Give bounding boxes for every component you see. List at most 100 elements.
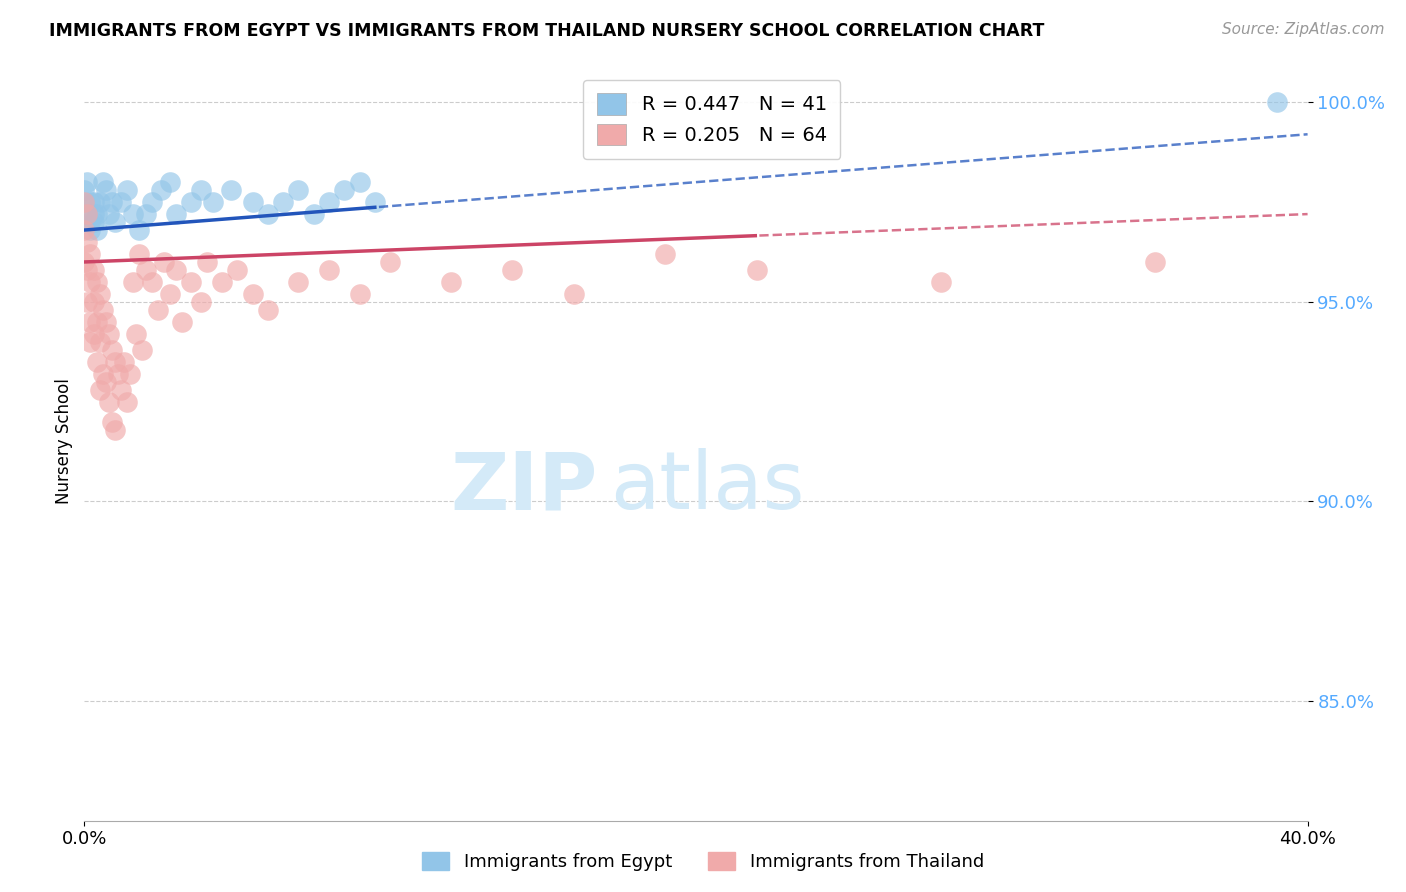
Point bbox=[83, 263, 105, 277]
Point bbox=[76, 235, 98, 249]
Point bbox=[201, 195, 224, 210]
Point bbox=[91, 302, 114, 317]
Point bbox=[302, 207, 325, 221]
Point bbox=[86, 355, 108, 369]
Point bbox=[287, 275, 309, 289]
Point bbox=[86, 207, 108, 221]
Y-axis label: Nursery School: Nursery School bbox=[55, 378, 73, 505]
Point bbox=[79, 334, 101, 349]
Point bbox=[76, 294, 98, 309]
Point bbox=[110, 383, 132, 397]
Point bbox=[73, 183, 96, 197]
Point bbox=[333, 183, 356, 197]
Point bbox=[242, 195, 264, 210]
Point bbox=[141, 275, 163, 289]
Point bbox=[149, 183, 172, 197]
Point bbox=[349, 175, 371, 189]
Point bbox=[73, 195, 96, 210]
Point bbox=[73, 255, 96, 269]
Point bbox=[89, 334, 111, 349]
Point bbox=[122, 275, 145, 289]
Point bbox=[349, 286, 371, 301]
Point bbox=[502, 263, 524, 277]
Point bbox=[89, 195, 111, 210]
Point bbox=[165, 263, 187, 277]
Point bbox=[112, 355, 135, 369]
Point bbox=[101, 415, 124, 429]
Point bbox=[86, 223, 108, 237]
Point bbox=[83, 294, 105, 309]
Point bbox=[195, 255, 218, 269]
Point bbox=[318, 195, 340, 210]
Point bbox=[190, 294, 212, 309]
Point bbox=[83, 326, 105, 341]
Point bbox=[79, 223, 101, 237]
Point bbox=[287, 183, 309, 197]
Point bbox=[318, 263, 340, 277]
Point bbox=[271, 195, 294, 210]
Point bbox=[165, 207, 187, 221]
Point bbox=[110, 195, 132, 210]
Point bbox=[440, 275, 463, 289]
Point bbox=[180, 195, 202, 210]
Point bbox=[122, 207, 145, 221]
Text: atlas: atlas bbox=[610, 448, 804, 526]
Point bbox=[135, 263, 157, 277]
Point bbox=[141, 195, 163, 210]
Point bbox=[91, 367, 114, 381]
Point bbox=[172, 315, 194, 329]
Point bbox=[211, 275, 233, 289]
Point bbox=[97, 207, 120, 221]
Point bbox=[94, 183, 117, 197]
Point bbox=[97, 326, 120, 341]
Point bbox=[747, 263, 769, 277]
Point bbox=[101, 343, 124, 357]
Point bbox=[76, 175, 98, 189]
Point bbox=[79, 275, 101, 289]
Point bbox=[79, 195, 101, 210]
Point bbox=[104, 423, 127, 437]
Point bbox=[101, 195, 124, 210]
Point bbox=[242, 286, 264, 301]
Point bbox=[364, 195, 387, 210]
Point bbox=[159, 175, 181, 189]
Legend: R = 0.447   N = 41, R = 0.205   N = 64: R = 0.447 N = 41, R = 0.205 N = 64 bbox=[583, 79, 841, 159]
Point bbox=[128, 247, 150, 261]
Point bbox=[107, 367, 129, 381]
Point bbox=[83, 207, 105, 221]
Point bbox=[257, 302, 280, 317]
Point bbox=[79, 247, 101, 261]
Point bbox=[83, 195, 105, 210]
Point bbox=[94, 375, 117, 389]
Point bbox=[104, 215, 127, 229]
Text: IMMIGRANTS FROM EGYPT VS IMMIGRANTS FROM THAILAND NURSERY SCHOOL CORRELATION CHA: IMMIGRANTS FROM EGYPT VS IMMIGRANTS FROM… bbox=[49, 22, 1045, 40]
Point bbox=[128, 223, 150, 237]
Point bbox=[146, 302, 169, 317]
Point bbox=[104, 355, 127, 369]
Point bbox=[76, 207, 98, 221]
Point bbox=[190, 183, 212, 197]
Point bbox=[89, 383, 111, 397]
Point bbox=[153, 255, 176, 269]
Point bbox=[380, 255, 402, 269]
Point bbox=[76, 207, 98, 221]
Point bbox=[1265, 95, 1288, 110]
Point bbox=[73, 195, 96, 210]
Point bbox=[83, 215, 105, 229]
Legend: Immigrants from Egypt, Immigrants from Thailand: Immigrants from Egypt, Immigrants from T… bbox=[415, 845, 991, 879]
Text: Source: ZipAtlas.com: Source: ZipAtlas.com bbox=[1222, 22, 1385, 37]
Point bbox=[97, 394, 120, 409]
Point bbox=[159, 286, 181, 301]
Point bbox=[86, 275, 108, 289]
Point bbox=[94, 315, 117, 329]
Point bbox=[89, 286, 111, 301]
Point bbox=[562, 286, 585, 301]
Point bbox=[180, 275, 202, 289]
Point bbox=[1143, 255, 1166, 269]
Point bbox=[219, 183, 242, 197]
Point bbox=[120, 367, 142, 381]
Point bbox=[125, 326, 148, 341]
Point bbox=[73, 223, 96, 237]
Point bbox=[86, 315, 108, 329]
Point bbox=[135, 207, 157, 221]
